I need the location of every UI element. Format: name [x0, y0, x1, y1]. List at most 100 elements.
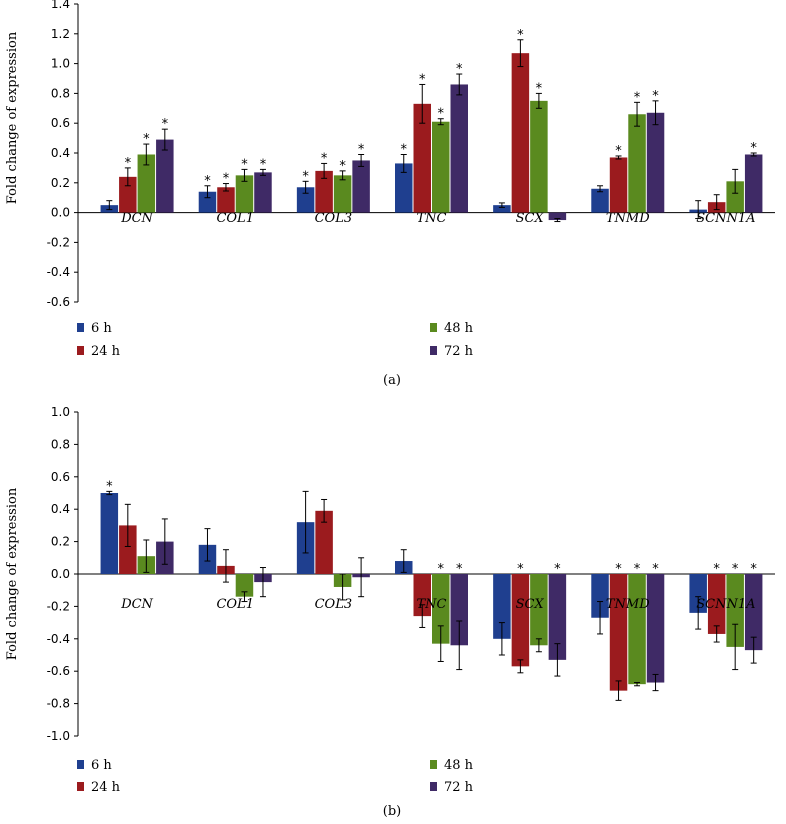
category-label: COL3	[315, 211, 353, 226]
y-tick-label: 1.0	[51, 57, 70, 71]
legend-swatch	[430, 346, 437, 355]
significance-marker: *	[204, 174, 211, 189]
y-tick-label: 1.0	[51, 405, 70, 419]
bar	[100, 493, 119, 574]
legend-label: 24 h	[91, 344, 121, 359]
bar	[450, 574, 468, 646]
category-label: TNC	[417, 597, 447, 612]
y-tick-label: -0.8	[47, 697, 70, 711]
bar	[235, 175, 254, 213]
significance-marker: *	[438, 107, 445, 122]
significance-marker: *	[143, 132, 150, 147]
significance-marker: *	[106, 479, 113, 494]
significance-marker: *	[634, 562, 641, 577]
category-label: SCX	[516, 211, 545, 226]
significance-marker: *	[339, 159, 346, 174]
legend-label: 72 h	[444, 780, 474, 795]
significance-marker: *	[456, 562, 463, 577]
significance-marker: *	[321, 151, 328, 166]
bar	[217, 187, 235, 213]
bar	[511, 53, 530, 213]
significance-marker: *	[401, 142, 408, 157]
bar	[450, 84, 468, 213]
y-tick-label: -0.2	[47, 599, 70, 613]
significance-marker: *	[634, 90, 641, 105]
significance-marker: *	[302, 169, 309, 184]
significance-marker: *	[125, 156, 132, 171]
bar	[352, 160, 370, 213]
bar	[432, 574, 450, 644]
y-tick-label: 0.8	[51, 86, 70, 100]
legend-swatch	[430, 323, 437, 332]
significance-marker: *	[223, 172, 230, 187]
bar	[591, 574, 609, 618]
bar	[646, 574, 665, 683]
significance-marker: *	[162, 117, 169, 132]
category-label: SCNN1A	[696, 211, 755, 226]
y-tick-label: 0.0	[51, 567, 70, 581]
legend-label: 48 h	[444, 758, 474, 773]
y-tick-label: -1.0	[47, 729, 70, 743]
bar	[530, 100, 548, 213]
category-label: TNC	[417, 211, 447, 226]
significance-marker: *	[713, 562, 720, 577]
panel-label: (b)	[383, 804, 401, 819]
y-tick-label: -0.4	[47, 265, 70, 279]
legend-swatch	[77, 323, 84, 332]
category-label: DCN	[120, 597, 153, 612]
y-tick-label: 0.4	[51, 146, 70, 160]
significance-marker: *	[615, 144, 622, 159]
significance-marker: *	[615, 562, 622, 577]
significance-marker: *	[536, 81, 543, 96]
y-tick-label: 1.4	[51, 0, 70, 11]
bar	[119, 525, 137, 574]
category-label: COL1	[216, 597, 254, 612]
bar	[744, 154, 763, 213]
significance-marker: *	[750, 141, 757, 156]
bar	[395, 163, 413, 213]
significance-marker: *	[554, 562, 561, 577]
y-tick-label: -0.2	[47, 235, 70, 249]
legend-label: 72 h	[444, 344, 474, 359]
bar	[137, 154, 156, 213]
bar	[726, 181, 744, 213]
bar	[296, 187, 315, 213]
significance-marker: *	[438, 562, 445, 577]
significance-marker: *	[652, 89, 659, 104]
panel-label: (a)	[383, 373, 401, 388]
significance-marker: *	[750, 562, 757, 577]
legend-swatch	[77, 782, 84, 791]
chart-panel-a: -0.6 -0.4 -0.2 0.0 0.2 0.4 0.6 0.8 1.0 1.2 1.4 Fold…	[5, 0, 775, 388]
bar	[609, 157, 628, 213]
bar	[628, 574, 646, 685]
bar	[609, 574, 628, 691]
y-tick-label: 0.2	[51, 535, 70, 549]
category-label: SCX	[516, 597, 545, 612]
significance-marker: *	[419, 72, 426, 87]
bar	[707, 574, 726, 634]
bar	[493, 574, 511, 639]
significance-marker: *	[456, 62, 463, 77]
y-tick-label: 0.4	[51, 502, 70, 516]
y-axis-label: Fold change of expression	[5, 31, 20, 204]
bar	[315, 510, 333, 574]
bar	[198, 191, 217, 213]
y-tick-label: 1.2	[51, 27, 70, 41]
bar	[432, 121, 450, 213]
bar	[156, 139, 174, 213]
category-label: TNMD	[606, 597, 650, 612]
bar	[744, 574, 763, 651]
legend-swatch	[77, 760, 84, 769]
category-label: COL1	[216, 211, 254, 226]
bar	[628, 114, 646, 213]
bar	[254, 172, 272, 213]
bar	[119, 176, 137, 213]
significance-marker: *	[241, 157, 248, 172]
legend-label: 24 h	[91, 780, 121, 795]
legend-label: 6 h	[91, 321, 112, 336]
significance-marker: *	[260, 157, 267, 172]
y-tick-label: 0.0	[51, 206, 70, 220]
y-tick-label: 0.6	[51, 470, 70, 484]
y-tick-label: -0.6	[47, 664, 70, 678]
